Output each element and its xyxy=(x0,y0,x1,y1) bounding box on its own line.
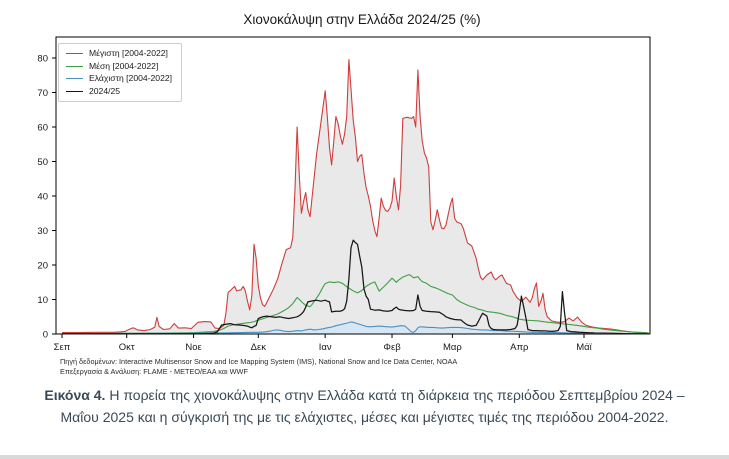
current-line-swatch-icon xyxy=(66,91,83,93)
legend-item-mean: Μέση [2004-2022] xyxy=(66,61,172,72)
chart-legend: Μέγιστη [2004-2022] Μέση [2004-2022] Ελά… xyxy=(58,43,183,102)
y-tick-label: 60 xyxy=(37,122,48,133)
figure-caption-text: Η πορεία της χιονοκάλυψης στην Ελλάδα κα… xyxy=(60,387,685,426)
data-source-note: Πηγή δεδομένων: Interactive Multisensor … xyxy=(60,357,680,377)
mean-line-swatch-icon xyxy=(66,65,83,67)
x-tick-label: Μαρ xyxy=(443,342,462,353)
series-line-mean xyxy=(62,274,649,335)
x-tick-label: Φεβ xyxy=(383,342,401,353)
chart-title: Χιονοκάλυψη στην Ελλάδα 2024/25 (%) xyxy=(243,12,480,27)
series-line-season-2024-25 xyxy=(62,239,649,335)
plot-frame xyxy=(55,36,651,335)
x-tick-label: Μάϊ xyxy=(576,342,592,353)
legend-item-min: Ελάχιστη [2004-2022] xyxy=(66,73,172,84)
snow-chart-svg: Χιονοκάλυψη στην Ελλάδα 2024/25 (%) 0 10 2… xyxy=(37,12,651,353)
snow-cover-figure: Χιονοκάλυψη στην Ελλάδα 2024/25 (%) 0 10 2… xyxy=(37,12,680,377)
x-tick-label: Δεκ xyxy=(251,342,267,353)
x-tick-label: Σεπ xyxy=(54,342,71,353)
x-tick-label: Νοε xyxy=(185,342,202,353)
source-line-2: Επεξεργασία & Ανάλυση: FLAME - METEO/EAA… xyxy=(60,367,248,377)
x-tick-label: Απρ xyxy=(510,342,529,353)
legend-label-min: Ελάχιστη [2004-2022] xyxy=(89,73,173,84)
window-bottom-edge xyxy=(0,455,729,459)
y-tick-label: 40 xyxy=(37,191,48,202)
y-tick-label: 80 xyxy=(37,53,48,64)
figure-caption: Εικόνα 4. Η πορεία της χιονοκάλυψης στην… xyxy=(37,384,692,429)
y-tick-label: 10 xyxy=(37,295,48,306)
legend-item-max: Μέγιστη [2004-2022] xyxy=(66,48,172,59)
x-tick-label: Οκτ xyxy=(119,342,135,353)
y-tick-label: 20 xyxy=(37,260,48,271)
legend-label-max: Μέγιστη [2004-2022] xyxy=(89,48,168,58)
series-line-min xyxy=(62,321,649,335)
figure-caption-label: Εικόνα 4. xyxy=(44,387,106,403)
x-tick-label: Ιαν xyxy=(319,342,332,353)
source-line-1: Πηγή δεδομένων: Interactive Multisensor … xyxy=(60,357,458,366)
y-tick-label: 0 xyxy=(43,329,48,340)
min-line-swatch-icon xyxy=(66,78,83,80)
legend-item-current: 2024/25 xyxy=(66,86,172,97)
legend-label-mean: Μέση [2004-2022] xyxy=(89,60,159,71)
series-line-max xyxy=(62,59,649,334)
y-tick-label: 30 xyxy=(37,226,48,237)
max-line-swatch-icon xyxy=(66,52,83,54)
y-tick-label: 50 xyxy=(37,157,48,168)
y-tick-label: 70 xyxy=(37,88,48,99)
legend-label-current: 2024/25 xyxy=(89,86,121,97)
area-fill-max xyxy=(62,59,649,334)
